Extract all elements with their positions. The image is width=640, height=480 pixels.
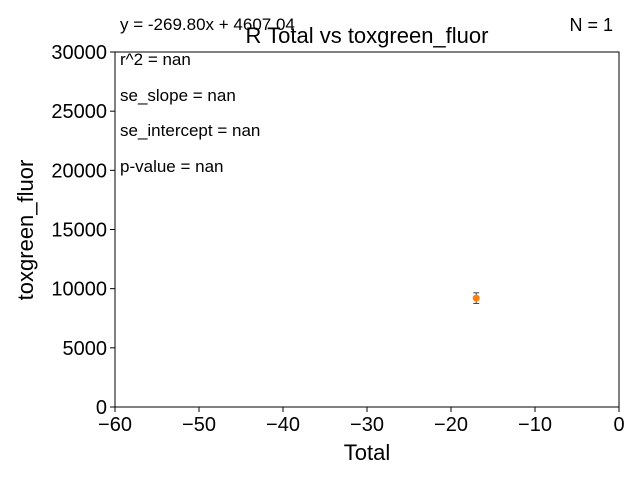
x-tick-label: −10 [518,414,552,436]
y-tick-label: 20000 [51,160,107,182]
y-tick-label: 5000 [63,338,108,360]
y-tick-label: 15000 [51,220,107,242]
x-axis-label: Total [344,440,390,465]
chart-title: R Total vs toxgreen_fluor [246,23,489,48]
y-axis-ticks: 0 5000 10000 15000 20000 25000 30000 [51,42,115,419]
x-tick-label: −30 [350,414,384,436]
data-point [472,294,480,302]
y-tick-label: 30000 [51,42,107,64]
x-tick-label: −50 [182,414,216,436]
x-axis-ticks: −60 −50 −40 −30 −20 −10 0 [98,407,625,436]
stat-r-squared: r^2 = nan [120,50,191,69]
y-tick-label: 0 [96,397,107,419]
y-tick-label: 10000 [51,279,107,301]
stat-se-slope: se_slope = nan [120,86,236,105]
x-tick-label: −40 [266,414,300,436]
x-tick-label: −60 [98,414,132,436]
sample-count: N = 1 [569,15,613,35]
stat-p-value: p-value = nan [120,157,224,176]
y-axis-label: toxgreen_fluor [13,160,38,301]
x-tick-label: 0 [613,414,624,436]
stat-se-intercept: se_intercept = nan [120,121,260,140]
plot-area [114,51,620,408]
regression-equation: y = -269.80x + 4607.04 [120,15,295,34]
x-tick-label: −20 [434,414,468,436]
data-points [472,292,480,304]
y-tick-label: 25000 [51,101,107,123]
